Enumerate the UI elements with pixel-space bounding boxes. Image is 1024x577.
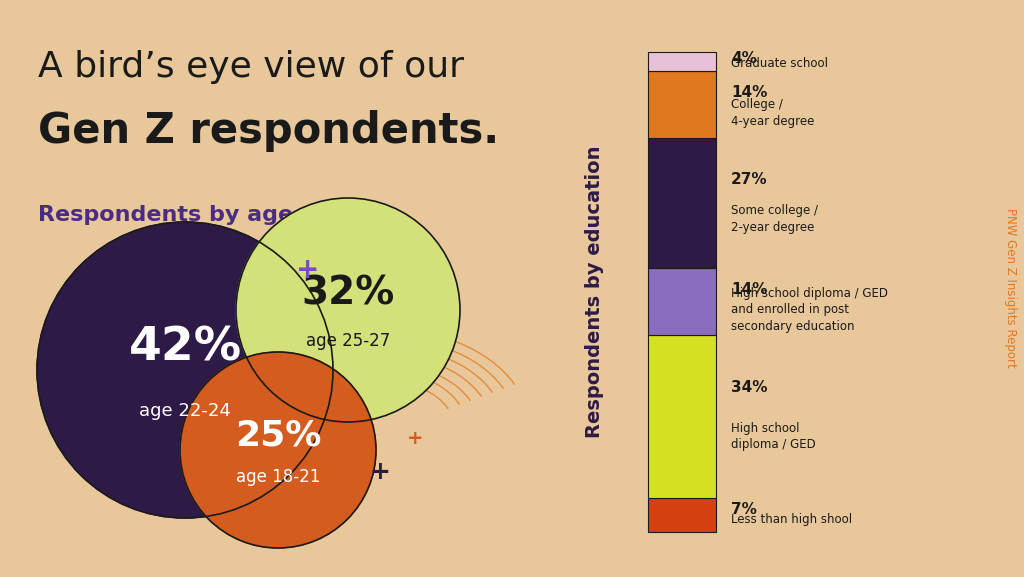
- Circle shape: [236, 198, 460, 422]
- Text: 42%: 42%: [128, 325, 242, 370]
- Text: +: +: [407, 429, 423, 448]
- Text: A bird’s eye view of our: A bird’s eye view of our: [38, 50, 464, 84]
- Text: age 25-27: age 25-27: [306, 332, 390, 350]
- Text: 14%: 14%: [731, 282, 767, 297]
- Text: 4%: 4%: [731, 51, 757, 66]
- Text: +: +: [370, 460, 390, 484]
- Circle shape: [180, 352, 376, 548]
- Text: PNW Gen Z Insights Report: PNW Gen Z Insights Report: [1004, 208, 1017, 368]
- Text: age 22-24: age 22-24: [139, 402, 231, 421]
- Text: Some college /
2-year degree: Some college / 2-year degree: [731, 204, 818, 234]
- Text: High school
diploma / GED: High school diploma / GED: [731, 422, 816, 451]
- Bar: [648, 52, 716, 71]
- Bar: [648, 335, 716, 499]
- Text: 7%: 7%: [731, 501, 757, 516]
- Text: Graduate school: Graduate school: [731, 57, 828, 70]
- Text: 14%: 14%: [731, 85, 767, 100]
- Text: 27%: 27%: [731, 173, 768, 188]
- Text: 32%: 32%: [301, 274, 394, 312]
- Text: age 18-21: age 18-21: [236, 469, 321, 486]
- Text: +: +: [296, 256, 319, 284]
- Text: 25%: 25%: [234, 418, 322, 452]
- Bar: [648, 71, 716, 138]
- Text: Gen Z respondents.: Gen Z respondents.: [38, 110, 499, 152]
- Circle shape: [37, 222, 333, 518]
- Text: High school diploma / GED
and enrolled in post
secondary education: High school diploma / GED and enrolled i…: [731, 287, 888, 333]
- Text: Less than high shool: Less than high shool: [731, 513, 852, 526]
- Text: Respondents by education: Respondents by education: [586, 146, 604, 439]
- Bar: [648, 138, 716, 268]
- Text: Respondents by age: Respondents by age: [38, 205, 293, 225]
- Bar: [648, 268, 716, 335]
- Text: College /
4-year degree: College / 4-year degree: [731, 98, 814, 128]
- Bar: [648, 499, 716, 532]
- Text: 34%: 34%: [731, 380, 768, 395]
